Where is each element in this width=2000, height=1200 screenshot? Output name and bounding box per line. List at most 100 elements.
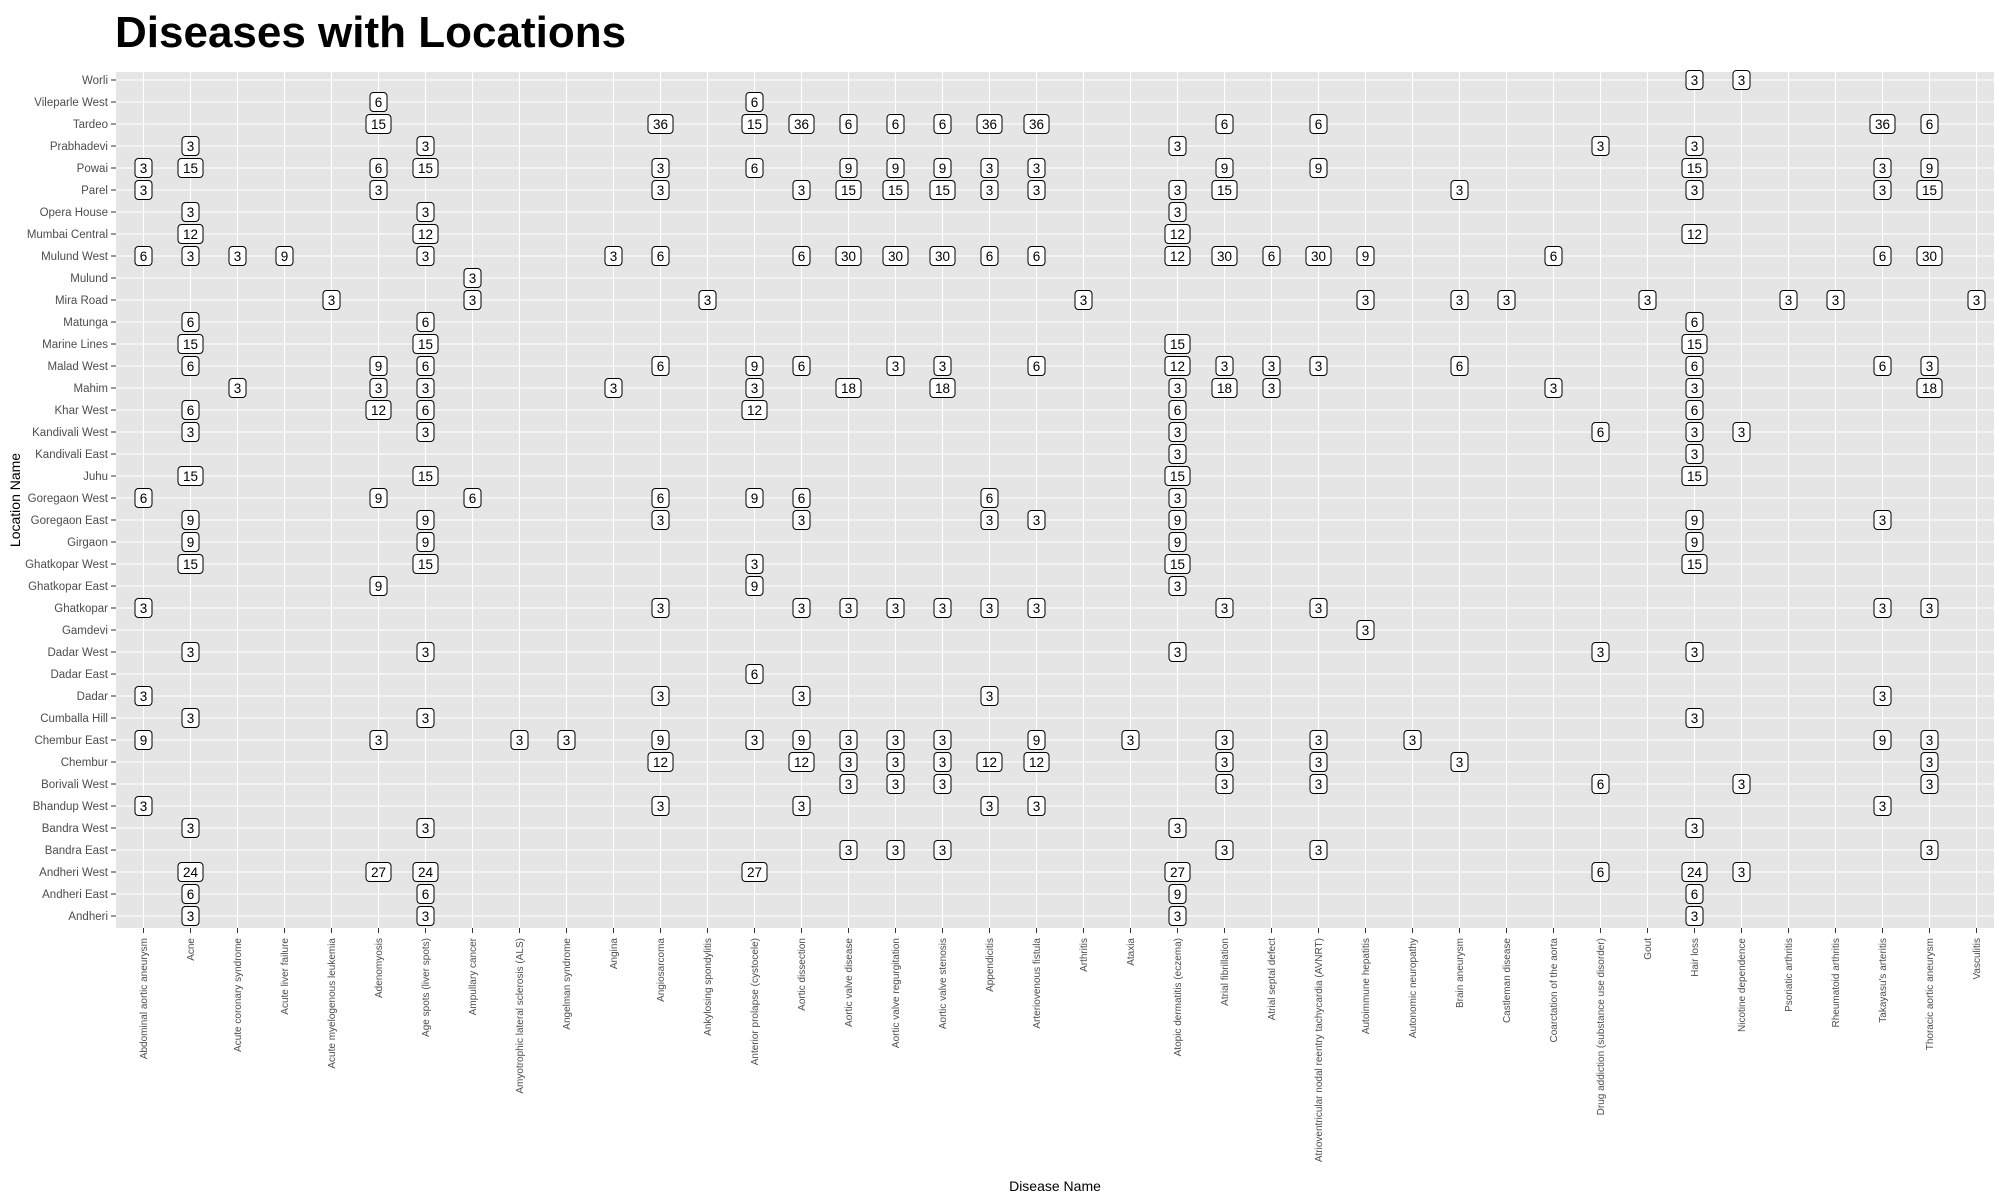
cell-label: 3: [1873, 180, 1892, 200]
cell-label-box: [1685, 510, 1704, 530]
cell-label: 9: [1873, 730, 1892, 750]
cell-label-value: 9: [140, 733, 148, 748]
cell-label-box: [1638, 290, 1657, 310]
cell-label-box: [416, 422, 435, 442]
cell-label-box: [177, 158, 204, 178]
cell-label: 3: [651, 598, 670, 618]
cell-label-box: [181, 642, 200, 662]
cell-label-box: [181, 884, 200, 904]
cell-label-value: 3: [1644, 293, 1652, 308]
cell-label-value: 9: [939, 161, 947, 176]
cell-label-box: [651, 246, 670, 266]
cell-label: 9: [134, 730, 153, 750]
cell-label-value: 6: [422, 315, 430, 330]
cell-label-box: [1027, 246, 1046, 266]
cell-label-box: [177, 224, 204, 244]
cell-label-box: [177, 862, 204, 882]
x-tick-label: Arteriovenous fistula: [1032, 938, 1043, 1029]
cell-label-box: [792, 796, 811, 816]
cell-label-value: 3: [140, 601, 148, 616]
cell-label-box: [1168, 818, 1187, 838]
cell-label-value: 3: [187, 711, 195, 726]
cell-label: 3: [792, 598, 811, 618]
cell-label-box: [181, 510, 200, 530]
y-tick-label: Marine Lines: [42, 339, 108, 351]
cell-label-value: 3: [1879, 183, 1887, 198]
cell-label-value: 3: [798, 689, 806, 704]
cell-label-value: 6: [1691, 403, 1699, 418]
cell-label-box: [365, 400, 392, 420]
y-tick-label: Goregaon West: [28, 493, 109, 505]
cell-label-box: [839, 774, 858, 794]
cell-label-value: 6: [1691, 315, 1699, 330]
cell-label-value: 6: [751, 667, 759, 682]
cell-label-value: 15: [371, 117, 386, 132]
cell-label-value: 6: [1268, 249, 1276, 264]
cell-label-box: [1685, 642, 1704, 662]
cell-label: 30: [1916, 246, 1943, 266]
cell-label: 3: [228, 246, 247, 266]
cell-label-box: [134, 598, 153, 618]
cell-label-box: [933, 752, 952, 772]
cell-label-value: 3: [375, 381, 383, 396]
cell-label-box: [416, 532, 435, 552]
cell-label-box: [976, 114, 1003, 134]
cell-label-value: 6: [140, 249, 148, 264]
cell-label: 3: [1826, 290, 1845, 310]
cell-label: 3: [1121, 730, 1140, 750]
cell-label: 3: [1027, 510, 1046, 530]
cell-label-box: [1164, 224, 1191, 244]
cell-label-box: [886, 158, 905, 178]
cell-label-box: [1591, 862, 1610, 882]
cell-label-value: 3: [751, 733, 759, 748]
cell-label: 6: [1262, 246, 1281, 266]
cell-label-box: [463, 290, 482, 310]
cell-label-box: [134, 730, 153, 750]
cell-label: 6: [1027, 246, 1046, 266]
cell-label-box: [1920, 730, 1939, 750]
cell-label-value: 3: [469, 293, 477, 308]
cell-label: 6: [1685, 312, 1704, 332]
cell-label-box: [980, 686, 999, 706]
cell-label-box: [416, 312, 435, 332]
cell-label-value: 3: [986, 183, 994, 198]
cell-label: 15: [1164, 334, 1191, 354]
cell-label-value: 3: [845, 601, 853, 616]
cell-label: 9: [1027, 730, 1046, 750]
cell-label: 9: [369, 576, 388, 596]
cell-label-value: 3: [1738, 865, 1746, 880]
cell-label-value: 3: [422, 909, 430, 924]
cell-label-value: 27: [1170, 865, 1185, 880]
cell-label: 6: [651, 356, 670, 376]
cell-label-value: 15: [183, 161, 198, 176]
y-tick-label: Mahim: [73, 383, 108, 395]
y-tick-label: Opera House: [40, 207, 108, 219]
cell-label-value: 3: [1926, 733, 1934, 748]
cell-label-value: 6: [798, 359, 806, 374]
cell-label-box: [1211, 378, 1238, 398]
cell-label-box: [1309, 752, 1328, 772]
cell-label-value: 3: [657, 513, 665, 528]
cell-label-box: [929, 180, 956, 200]
cell-label: 15: [177, 334, 204, 354]
cell-label-value: 6: [1033, 249, 1041, 264]
cell-label: 3: [1685, 818, 1704, 838]
cell-label-value: 3: [1174, 381, 1182, 396]
cell-label-value: 15: [1922, 183, 1937, 198]
cell-label-value: 15: [183, 557, 198, 572]
cell-label: 15: [177, 466, 204, 486]
cell-label-value: 9: [1174, 535, 1182, 550]
cell-label: 6: [181, 356, 200, 376]
cell-label: 3: [134, 796, 153, 816]
cell-label-box: [886, 752, 905, 772]
cell-label: 9: [1920, 158, 1939, 178]
cell-label-box: [1168, 136, 1187, 156]
cell-label-box: [933, 840, 952, 860]
cell-label-value: 3: [140, 161, 148, 176]
cell-label-value: 9: [1221, 161, 1229, 176]
cell-label-value: 15: [418, 469, 433, 484]
cell-label: 9: [886, 158, 905, 178]
cell-label: 3: [933, 730, 952, 750]
cell-label-value: 6: [751, 161, 759, 176]
cell-label-box: [886, 774, 905, 794]
